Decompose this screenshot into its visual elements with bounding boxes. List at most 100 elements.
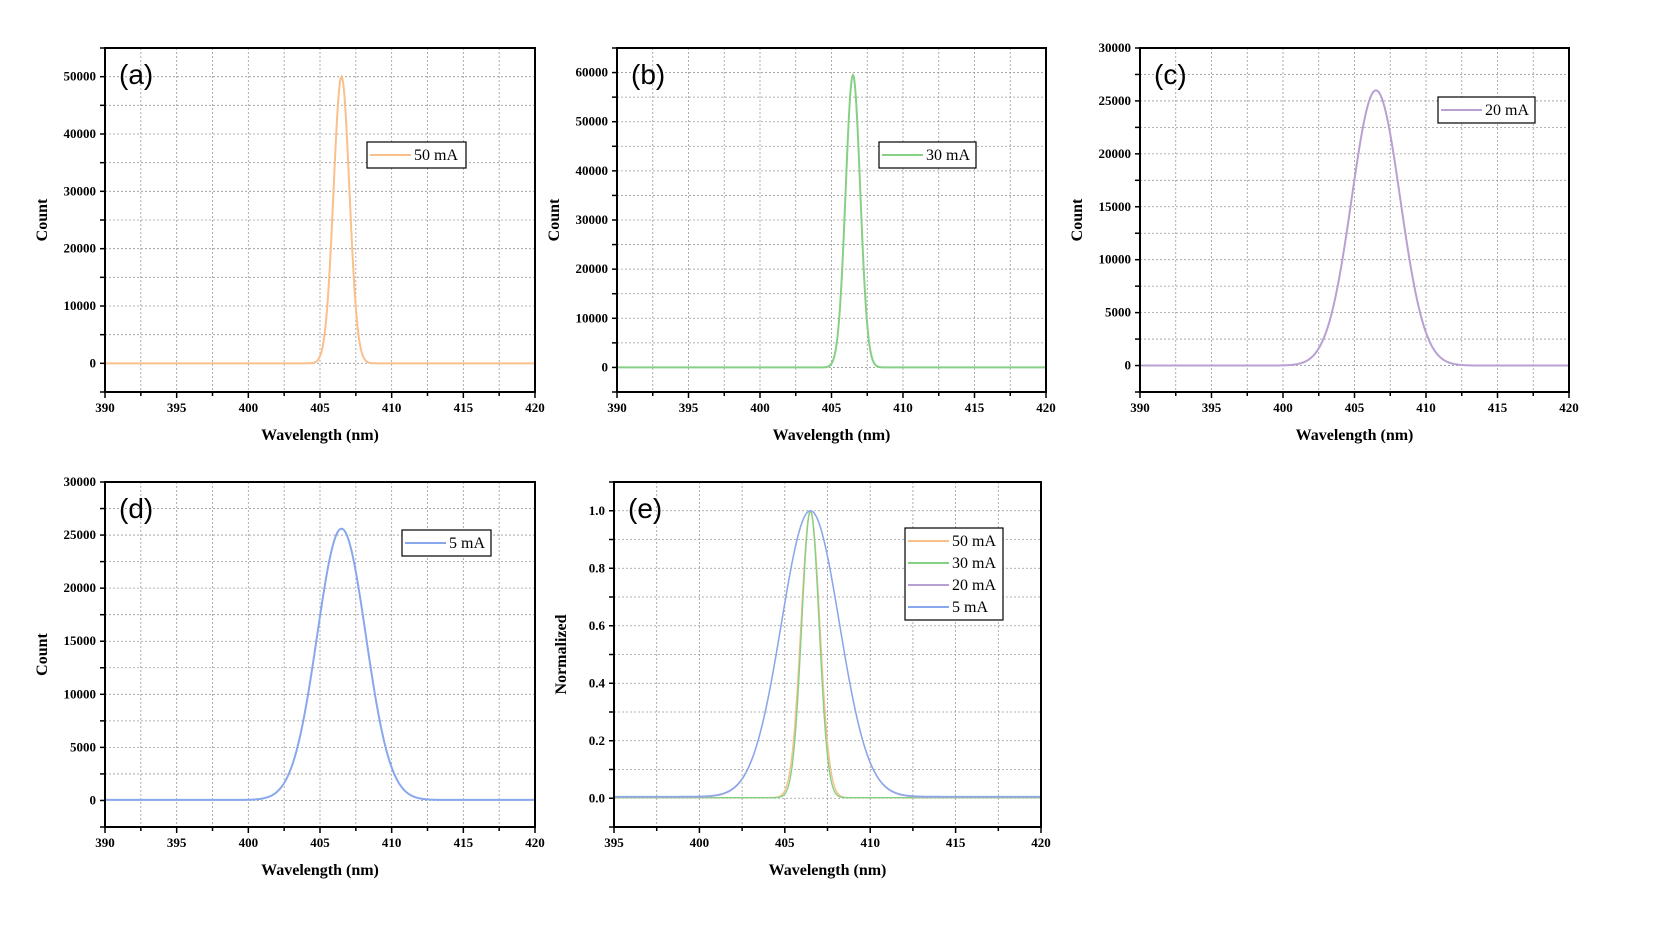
legend-label: 5 mA	[952, 599, 988, 616]
legend-label: 50 mA	[414, 147, 458, 164]
y-tick-label: 10000	[576, 310, 609, 325]
legend-label: 50 mA	[952, 533, 996, 550]
legend: 5 mA	[401, 529, 492, 557]
y-tick-label: 0	[1125, 358, 1132, 373]
series-line-20ma	[1140, 89, 1569, 367]
x-tick-label: 420	[1031, 835, 1051, 850]
x-tick-label: 395	[167, 835, 187, 850]
y-tick-label: 30000	[1099, 40, 1132, 55]
y-tick-label: 0.8	[589, 560, 606, 575]
x-tick-label: 420	[1036, 400, 1056, 415]
legend: 50 mA 30 mA 20 mA 5 mA	[904, 527, 1004, 621]
x-axis-title: Wavelength (nm)	[261, 427, 379, 444]
legend-label: 5 mA	[449, 535, 485, 552]
x-tick-label: 410	[382, 835, 402, 850]
y-tick-label: 30000	[64, 183, 97, 198]
plot-frame	[104, 481, 536, 828]
x-tick-label: 400	[750, 400, 770, 415]
y-tick-label: 0.0	[589, 790, 605, 805]
x-tick-label: 420	[525, 835, 545, 850]
y-axis-title: Count	[34, 632, 51, 675]
x-axis-title: Wavelength (nm)	[1296, 427, 1414, 444]
y-tick-label: 30000	[64, 474, 97, 489]
chart-panel-e: 395 400 405 410 415 420 0.0 0.2 0.4 0.6 0.8 1.0 Wave…	[553, 481, 1051, 879]
x-axis-title: Wavelength (nm)	[773, 427, 891, 444]
series-line-5ma	[614, 510, 1041, 798]
x-tick-label: 390	[607, 400, 627, 415]
y-tick-label: 50000	[64, 69, 97, 84]
y-tick-label: 20000	[576, 261, 609, 276]
y-tick-label: 0.6	[589, 618, 606, 633]
y-tick-label: 20000	[64, 241, 97, 256]
x-tick-label: 405	[775, 835, 795, 850]
panel-label: (d)	[119, 493, 153, 524]
y-tick-label: 20000	[1099, 146, 1132, 161]
y-tick-label: 25000	[64, 527, 97, 542]
y-axis-title: Count	[34, 198, 51, 241]
x-tick-label: 395	[167, 400, 187, 415]
legend: 50 mA	[366, 141, 467, 169]
x-tick-label: 410	[1416, 400, 1436, 415]
panel-label: (b)	[631, 59, 665, 90]
y-axis-title: Count	[1069, 198, 1086, 241]
x-tick-label: 415	[454, 400, 474, 415]
x-tick-label: 395	[679, 400, 699, 415]
y-tick-label: 1.0	[589, 503, 605, 518]
y-tick-label: 40000	[576, 163, 609, 178]
plot-frame	[613, 481, 1042, 828]
x-tick-label: 415	[965, 400, 985, 415]
series-line-5ma	[105, 527, 535, 801]
chart-panel-d: 390 395 400 405 410 415 420 0 5000 10000 15000 2000…	[34, 474, 545, 879]
x-tick-label: 400	[690, 835, 710, 850]
y-tick-label: 50000	[576, 114, 609, 129]
plot-frame	[616, 47, 1047, 393]
legend-label: 20 mA	[1485, 102, 1529, 119]
y-tick-label: 5000	[70, 739, 96, 754]
x-tick-label: 400	[1273, 400, 1293, 415]
x-tick-label: 400	[239, 835, 259, 850]
y-tick-label: 10000	[64, 298, 97, 313]
panel-label: (e)	[628, 493, 662, 524]
x-tick-label: 420	[1559, 400, 1579, 415]
chart-panel-b: 390 395 400 405 410 415 420 0 10000 20000 30000 400…	[546, 47, 1056, 444]
y-axis-title: Normalized	[553, 614, 570, 694]
panel-label: (a)	[119, 59, 153, 90]
legend: 30 mA	[878, 141, 977, 169]
x-axis-title: Wavelength (nm)	[769, 862, 887, 879]
chart-panel-a: 390 395 400 405 410 415 420 0 10000 20000 30000 400…	[34, 47, 545, 444]
legend: 20 mA	[1437, 96, 1536, 124]
x-tick-label: 410	[893, 400, 913, 415]
y-tick-label: 25000	[1099, 93, 1132, 108]
chart-panel-c: 390 395 400 405 410 415 420 0 5000 10000 15000 2000…	[1069, 40, 1579, 444]
x-tick-label: 405	[310, 835, 330, 850]
x-tick-label: 405	[310, 400, 330, 415]
legend-label: 30 mA	[952, 555, 996, 572]
legend-label: 30 mA	[926, 147, 970, 164]
x-tick-label: 415	[1488, 400, 1508, 415]
x-axis-title: Wavelength (nm)	[261, 862, 379, 879]
y-tick-label: 5000	[1105, 305, 1131, 320]
x-tick-label: 405	[822, 400, 842, 415]
y-tick-label: 0.2	[589, 733, 605, 748]
plot-frame	[1139, 47, 1570, 393]
y-tick-label: 0.4	[589, 675, 606, 690]
x-tick-label: 395	[604, 835, 624, 850]
x-tick-label: 390	[95, 835, 115, 850]
y-tick-label: 0	[90, 792, 97, 807]
legend-label: 20 mA	[952, 577, 996, 594]
panel-label: (c)	[1154, 59, 1187, 90]
y-tick-label: 10000	[1099, 252, 1132, 267]
y-tick-label: 60000	[576, 65, 609, 80]
y-tick-label: 15000	[64, 633, 97, 648]
series-line-30ma	[617, 72, 1046, 369]
x-tick-label: 395	[1202, 400, 1222, 415]
y-tick-label: 0	[602, 359, 609, 374]
legend-box	[904, 527, 1004, 621]
y-tick-label: 0	[90, 355, 97, 370]
x-tick-label: 415	[454, 835, 474, 850]
x-tick-label: 420	[525, 400, 545, 415]
y-axis-title: Count	[546, 198, 563, 241]
x-tick-label: 410	[382, 400, 402, 415]
